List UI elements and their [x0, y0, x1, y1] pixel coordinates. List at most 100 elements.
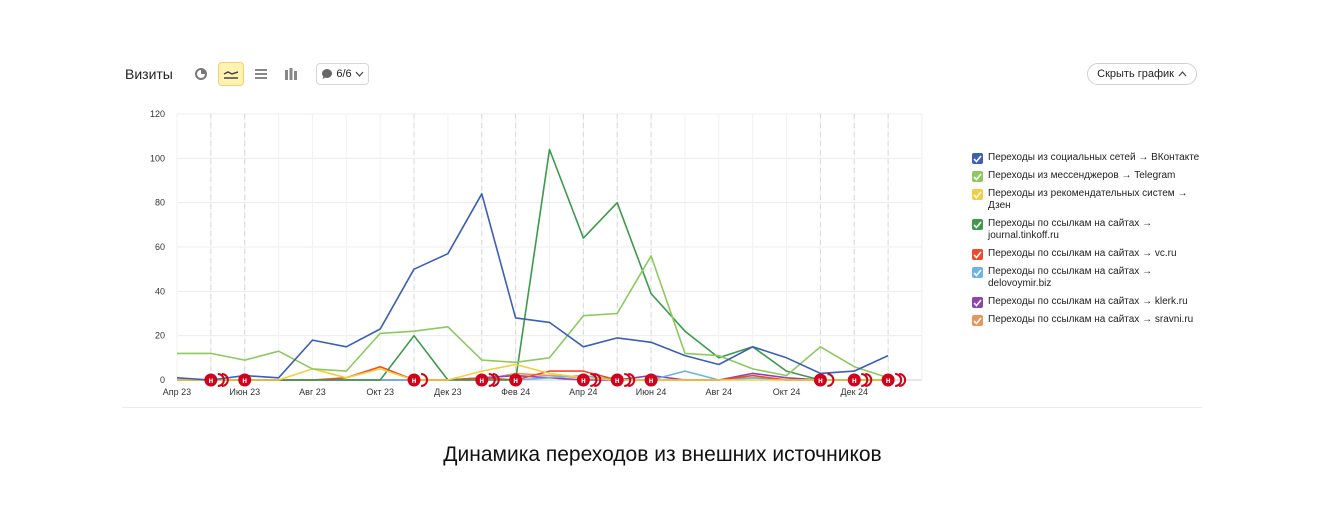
- checkbox-check-icon[interactable]: [972, 219, 983, 230]
- legend-item[interactable]: Переходы по ссылкам на сайтах → klerk.ru: [972, 296, 1202, 308]
- y-tick-label: 0: [160, 375, 165, 385]
- annotation-marker-arc: [624, 373, 632, 387]
- hide-chart-label: Скрыть график: [1097, 68, 1174, 80]
- legend-item[interactable]: Переходы из мессенджеров → Telegram: [972, 170, 1202, 182]
- stacked-area-icon: [255, 69, 267, 79]
- comments-filter-button[interactable]: 6/6: [316, 63, 369, 85]
- annotation-marker-arc: [420, 373, 429, 387]
- annotation-marker-arc: [894, 373, 903, 387]
- x-tick-label: Окт 23: [366, 387, 394, 397]
- column-chart-view-button[interactable]: [278, 62, 304, 86]
- comments-count: 6/6: [336, 68, 352, 80]
- comment-icon: [322, 69, 333, 79]
- series-line: [177, 255, 889, 379]
- x-tick-label: Июн 24: [636, 387, 667, 397]
- pie-chart-view-button[interactable]: [188, 62, 214, 86]
- chart-legend: Переходы из социальных сетей → ВКонтакте…: [972, 152, 1202, 332]
- report-title: Визиты: [125, 66, 173, 82]
- annotation-marker-arc: [590, 373, 598, 387]
- y-tick-label: 80: [155, 198, 165, 208]
- line-chart-view-button[interactable]: [218, 62, 244, 86]
- annotation-marker-arc: [865, 373, 873, 387]
- column-chart-icon: [285, 68, 297, 80]
- annotation-marker-dot: [644, 373, 658, 387]
- annotation-marker-arc: [594, 373, 602, 387]
- checkbox-check-icon[interactable]: [972, 315, 983, 326]
- legend-item[interactable]: Переходы по ссылкам на сайтах → sravni.r…: [972, 314, 1202, 326]
- checkbox-check-icon[interactable]: [972, 171, 983, 182]
- annotation-marker-dot: [610, 373, 624, 387]
- legend-item[interactable]: Переходы из рекомендательных систем → Дз…: [972, 188, 1202, 212]
- annotation-marker-dot: [407, 373, 421, 387]
- chevron-down-icon: [355, 71, 364, 77]
- annotation-marker-arc: [861, 373, 869, 387]
- hide-chart-button[interactable]: Скрыть график: [1087, 63, 1197, 85]
- annotation-marker-label: н: [242, 376, 247, 385]
- stacked-area-view-button[interactable]: [248, 62, 274, 86]
- annotation-marker: н: [238, 373, 252, 387]
- legend-label: Переходы из рекомендательных систем → Дз…: [988, 188, 1188, 211]
- y-tick-label: 120: [150, 109, 165, 119]
- annotation-marker-arc: [898, 373, 907, 387]
- checkbox-check-icon[interactable]: [972, 297, 983, 308]
- annotation-marker: н: [847, 373, 873, 387]
- x-tick-label: Авг 24: [706, 387, 733, 397]
- annotation-marker: н: [881, 373, 907, 387]
- annotation-marker: н: [475, 373, 500, 387]
- legend-item[interactable]: Переходы по ссылкам на сайтах → vc.ru: [972, 248, 1202, 260]
- series-line: [177, 148, 889, 381]
- legend-label: Переходы по ссылкам на сайтах → vc.ru: [988, 248, 1177, 259]
- chevron-up-icon: [1178, 71, 1187, 77]
- annotation-marker: н: [204, 373, 229, 387]
- annotation-marker: н: [644, 373, 658, 387]
- annotation-marker-label: н: [615, 376, 620, 385]
- legend-label: Переходы из мессенджеров → Telegram: [988, 170, 1176, 181]
- legend-label: Переходы по ссылкам на сайтах → journal.…: [988, 218, 1153, 241]
- legend-item[interactable]: Переходы по ссылкам на сайтах → journal.…: [972, 218, 1202, 242]
- chart-caption: Динамика переходов из внешних источников: [443, 443, 882, 466]
- annotation-marker-arc: [488, 373, 496, 387]
- annotation-marker-label: н: [479, 376, 484, 385]
- line-chart-icon: [223, 71, 239, 79]
- checkbox-check-icon[interactable]: [972, 153, 983, 164]
- annotation-marker-arc: [492, 373, 500, 387]
- annotation-marker-dot: [881, 373, 895, 387]
- annotation-marker-dot: [204, 373, 218, 387]
- annotation-marker-arc: [221, 373, 229, 387]
- x-tick-label: Апр 24: [569, 387, 597, 397]
- annotation-marker-label: н: [513, 376, 518, 385]
- legend-label: Переходы по ссылкам на сайтах → klerk.ru: [988, 296, 1188, 307]
- annotation-marker-label: н: [886, 376, 891, 385]
- legend-item[interactable]: Переходы по ссылкам на сайтах → delovoym…: [972, 266, 1202, 290]
- checkbox-check-icon[interactable]: [972, 189, 983, 200]
- series-line: [176, 193, 889, 381]
- y-tick-label: 40: [155, 286, 165, 296]
- annotation-marker-arc: [827, 373, 835, 387]
- x-tick-label: Авг 23: [299, 387, 326, 397]
- annotation-marker-arc: [217, 373, 225, 387]
- annotation-marker-dot: [475, 373, 489, 387]
- checkbox-check-icon[interactable]: [972, 267, 983, 278]
- annotation-marker-label: н: [649, 376, 654, 385]
- checkbox-check-icon[interactable]: [972, 249, 983, 260]
- series-line: [177, 363, 889, 381]
- x-tick-label: Фев 24: [501, 387, 530, 397]
- annotation-marker-dot: [509, 373, 523, 387]
- annotation-marker: н: [407, 373, 429, 387]
- y-tick-label: 60: [155, 242, 165, 252]
- annotation-marker-label: н: [412, 376, 417, 385]
- legend-label: Переходы по ссылкам на сайтах → delovoym…: [988, 266, 1153, 289]
- annotation-marker-dot: [813, 373, 827, 387]
- y-tick-label: 100: [150, 153, 165, 163]
- legend-item[interactable]: Переходы из социальных сетей → ВКонтакте: [972, 152, 1202, 164]
- annotation-marker-label: н: [852, 376, 857, 385]
- annotation-marker: н: [576, 373, 602, 387]
- annotation-marker-arc: [628, 373, 636, 387]
- x-tick-label: Окт 24: [773, 387, 801, 397]
- annotation-marker-label: н: [818, 376, 823, 385]
- annotation-marker-dot: [576, 373, 590, 387]
- y-tick-label: 20: [155, 331, 165, 341]
- divider: [122, 407, 1202, 408]
- x-tick-label: Июн 23: [229, 387, 260, 397]
